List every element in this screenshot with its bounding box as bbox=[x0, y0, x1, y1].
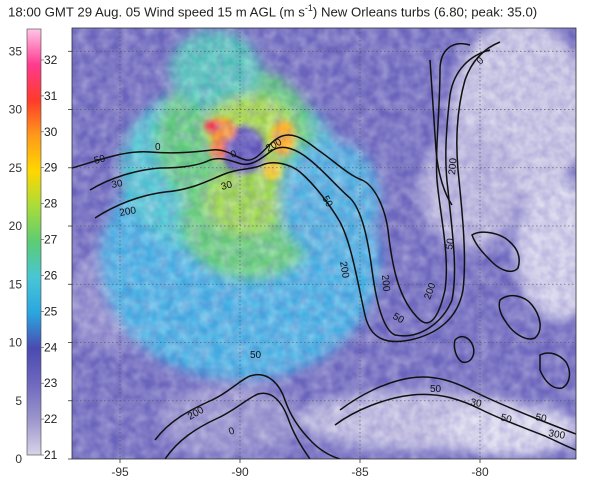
contour-label: 50 bbox=[534, 412, 547, 425]
colorbar bbox=[26, 28, 42, 456]
map-title: 18:00 GMT 29 Aug. 05 Wind speed 15 m AGL… bbox=[8, 3, 537, 19]
contour-label: 30 bbox=[469, 397, 482, 410]
contour-florida bbox=[429, 59, 453, 206]
contour-label: 200 bbox=[119, 205, 138, 219]
field-texture-dark bbox=[72, 28, 576, 459]
contour-label: 200 bbox=[379, 274, 391, 292]
y-tick-label: 25 bbox=[9, 161, 23, 175]
contour-coast-north bbox=[72, 43, 471, 324]
contour-yucatan-2 bbox=[164, 392, 311, 459]
contour-yucatan bbox=[154, 373, 341, 459]
x-axis: -95 -90 -85 -80 bbox=[111, 459, 489, 479]
contour-label: 50 bbox=[319, 194, 334, 210]
contour-label: 50 bbox=[391, 311, 407, 326]
contour-bahamas-2 bbox=[498, 294, 541, 340]
y-tick-label: 10 bbox=[9, 336, 23, 350]
title-suffix: ) New Orleans turbs (6.80; peak: 35.0) bbox=[312, 4, 538, 20]
colorbar-label: 30 bbox=[44, 125, 58, 139]
colorbar-label: 23 bbox=[44, 376, 58, 390]
contour-label: 0 bbox=[227, 425, 236, 437]
colorbar-label: 22 bbox=[44, 412, 58, 426]
contour-coast-north-3 bbox=[94, 41, 501, 343]
y-tick-label: 30 bbox=[9, 103, 23, 117]
contour-labels: 5030200003020050200200502005020005030502… bbox=[93, 55, 566, 442]
colorbar-label: 28 bbox=[44, 197, 58, 211]
contour-cuba bbox=[339, 376, 576, 435]
contour-label: 30 bbox=[111, 178, 124, 191]
title-superscript: -1 bbox=[304, 3, 313, 13]
plot-frame bbox=[71, 27, 577, 460]
contour-east-islands bbox=[453, 335, 475, 364]
contour-label: 50 bbox=[444, 237, 457, 250]
colorbar-label: 31 bbox=[44, 89, 58, 103]
y-tick-label: 15 bbox=[9, 277, 23, 291]
x-tick-label: -85 bbox=[351, 465, 369, 479]
colorbar-label: 29 bbox=[44, 161, 58, 175]
colorbar-label: 32 bbox=[44, 53, 58, 67]
y-tick-label: 35 bbox=[9, 44, 23, 58]
x-tick-label: -90 bbox=[231, 465, 249, 479]
contour-label: 50 bbox=[93, 153, 107, 167]
y-axis: 0 5 10 15 20 25 30 35 bbox=[9, 44, 72, 466]
plot-area: 5030200003020050200200502005020005030502… bbox=[72, 28, 576, 459]
colorbar-label: 26 bbox=[44, 268, 58, 282]
contour-label: 200 bbox=[447, 157, 459, 175]
contour-coast-north-2 bbox=[89, 49, 491, 337]
y-tick-label: 0 bbox=[15, 452, 22, 466]
title-prefix: 18:00 GMT 29 Aug. 05 Wind speed 15 m AGL… bbox=[8, 4, 305, 20]
colorbar-labels: 21 22 23 24 25 26 27 28 29 30 31 32 bbox=[41, 53, 58, 462]
contour-label: 30 bbox=[220, 179, 234, 193]
contour-label: 50 bbox=[499, 412, 513, 426]
contour-label: 0 bbox=[155, 142, 161, 153]
y-tick-label: 5 bbox=[15, 394, 22, 408]
contour-islands bbox=[539, 352, 571, 389]
contour-label: 50 bbox=[430, 384, 442, 395]
colorbar-label: 24 bbox=[44, 340, 58, 354]
contour-lines bbox=[72, 41, 576, 459]
contour-label: 0 bbox=[475, 55, 487, 67]
contour-label: 0 bbox=[229, 148, 238, 160]
x-tick-label: -80 bbox=[471, 465, 489, 479]
colorbar-label: 21 bbox=[44, 448, 58, 462]
colorbar-label: 25 bbox=[44, 304, 58, 318]
contour-cuba-2 bbox=[334, 393, 576, 451]
colorbar-label: 27 bbox=[44, 233, 58, 247]
y-tick-label: 20 bbox=[9, 219, 23, 233]
x-tick-label: -95 bbox=[111, 465, 129, 479]
contour-label: 200 bbox=[337, 261, 351, 280]
contour-bahamas bbox=[471, 231, 520, 273]
contour-label: 50 bbox=[250, 350, 262, 361]
contour-label: 300 bbox=[547, 428, 566, 442]
